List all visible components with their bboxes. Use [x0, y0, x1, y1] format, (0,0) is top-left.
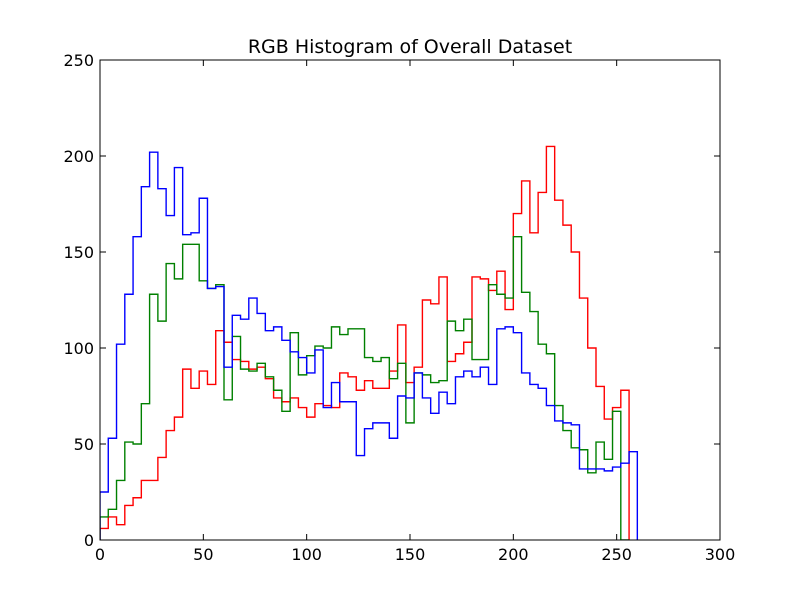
histogram-series-0 — [100, 145, 630, 540]
y-tick-label: 50 — [74, 435, 94, 454]
y-tick-label: 150 — [63, 243, 94, 262]
x-tick-label: 200 — [498, 545, 529, 564]
y-tick-label: 100 — [63, 339, 94, 358]
x-tick-label: 150 — [395, 545, 426, 564]
y-tick-label: 0 — [84, 531, 94, 550]
x-tick-label: 250 — [601, 545, 632, 564]
x-tick-label: 300 — [705, 545, 736, 564]
x-tick-label: 50 — [193, 545, 213, 564]
y-tick-label: 200 — [63, 147, 94, 166]
chart-title: RGB Histogram of Overall Dataset — [248, 36, 572, 58]
y-tick-label: 250 — [63, 51, 94, 70]
axes: 0 50 100 150 200 250 300 0 50 100 150 200 250 — [63, 51, 735, 564]
x-tick-label: 0 — [95, 545, 105, 564]
plot-area — [100, 145, 639, 540]
histogram-series-2 — [100, 151, 639, 540]
x-tick-label: 100 — [291, 545, 322, 564]
histogram-series-1 — [100, 235, 630, 540]
